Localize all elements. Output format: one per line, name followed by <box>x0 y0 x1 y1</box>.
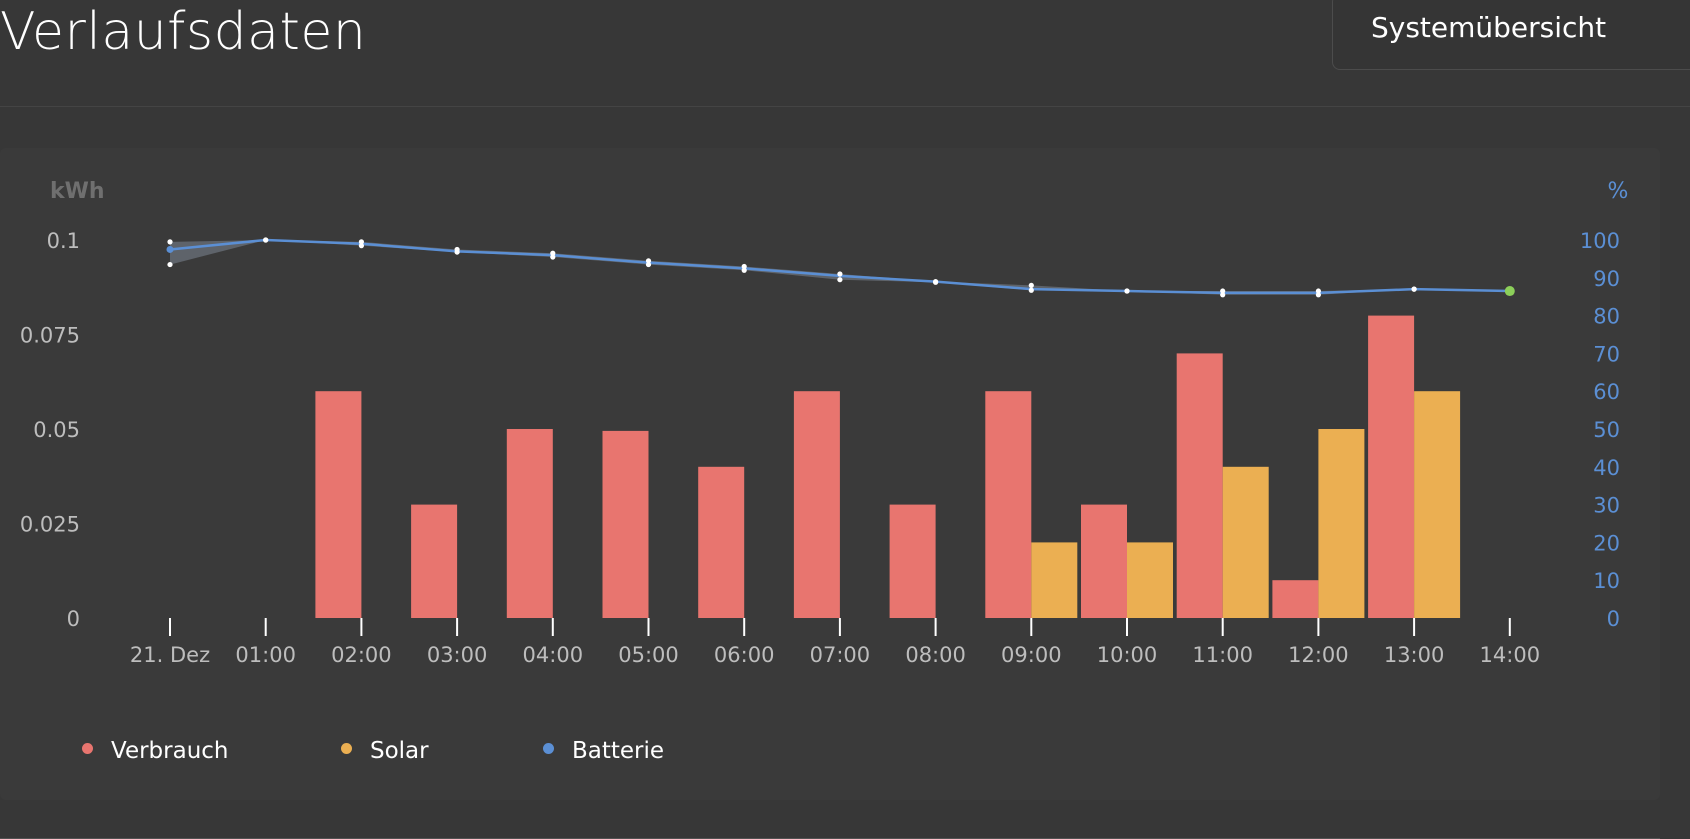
battery-max-point <box>358 239 364 245</box>
y-right-unit: % <box>1608 179 1629 204</box>
bar-solar <box>1318 429 1365 618</box>
y-left-tick-label: 0.075 <box>20 324 80 348</box>
battery-min-point <box>1315 292 1321 298</box>
legend-dot-solar <box>341 743 352 754</box>
battery-max-point <box>645 258 652 264</box>
battery-max-point <box>837 271 843 277</box>
x-tick-label: 21. Dez <box>130 643 210 667</box>
y-right-tick-label: 10 <box>1593 569 1620 593</box>
battery-max-point <box>1028 282 1034 288</box>
bar-verbrauch <box>1081 504 1127 618</box>
battery-min-point <box>263 237 269 243</box>
battery-max-point <box>1315 288 1321 294</box>
x-tick-label: 06:00 <box>714 643 775 667</box>
y-right-tick-label: 20 <box>1593 531 1620 555</box>
bar-verbrauch <box>411 504 458 618</box>
x-tick-label: 09:00 <box>1001 643 1062 667</box>
legend-label-batterie: Batterie <box>572 738 665 764</box>
x-tick-label: 11:00 <box>1192 643 1253 667</box>
bar-verbrauch <box>889 504 936 618</box>
legend-item-verbrauch[interactable]: Verbrauch <box>82 738 229 764</box>
bar-solar <box>1222 466 1269 618</box>
battery-min-point <box>1124 288 1130 294</box>
battery-min-point <box>1220 292 1226 298</box>
battery-max-point <box>741 263 747 270</box>
y-left-tick-label: 0.05 <box>33 418 80 442</box>
battery-min-point <box>933 279 939 285</box>
battery-range-band <box>170 240 1510 295</box>
y-right-tick-label: 80 <box>1593 305 1620 329</box>
y-right-tick-label: 60 <box>1593 380 1620 404</box>
bar-verbrauch <box>1272 580 1319 618</box>
y-left-unit: kWh <box>50 179 105 204</box>
y-right-tick-label: 70 <box>1593 342 1620 366</box>
bar-verbrauch <box>1368 315 1415 618</box>
battery-point <box>166 245 174 253</box>
battery-max-point <box>167 239 173 245</box>
battery-min-point <box>837 277 843 283</box>
y-right-tick-label: 30 <box>1593 494 1620 518</box>
battery-min-point <box>1028 287 1034 293</box>
bar-verbrauch <box>985 391 1032 618</box>
legend-item-solar[interactable]: Solar <box>341 738 429 764</box>
battery-max-point <box>1220 288 1226 294</box>
legend-dot-verbrauch <box>82 743 93 754</box>
x-tick-label: 01:00 <box>235 643 296 667</box>
system-overview-button[interactable]: Systemübersicht <box>1332 0 1690 70</box>
battery-min-point <box>454 249 460 255</box>
x-tick-label: 14:00 <box>1480 643 1541 667</box>
battery-min-point <box>1411 286 1417 292</box>
x-tick-label: 05:00 <box>618 643 679 667</box>
bar-solar <box>1127 542 1173 618</box>
bar-verbrauch <box>602 430 649 618</box>
battery-min-point <box>550 254 556 260</box>
battery-max-point <box>550 250 556 256</box>
page-title: Verlaufsdaten <box>0 2 367 62</box>
x-tick-label: 07:00 <box>810 643 871 667</box>
y-right-tick-label: 40 <box>1593 456 1620 480</box>
bar-solar <box>1031 542 1078 618</box>
history-chart[interactable]: kWh % 0 0.025 0.05 0.075 0.1 0 10 20 30 40 50 60 70 80 9… <box>0 148 1660 800</box>
x-tick-label: 12:00 <box>1288 643 1349 667</box>
bar-verbrauch <box>698 466 745 618</box>
bar-verbrauch <box>315 391 362 618</box>
y-right-tick-label: 100 <box>1580 229 1620 253</box>
x-tick-label: 08:00 <box>905 643 966 667</box>
x-tick-label: 02:00 <box>331 643 392 667</box>
legend-item-batterie[interactable]: Batterie <box>543 738 664 764</box>
battery-min-point <box>741 267 747 273</box>
battery-min-point <box>358 243 364 249</box>
y-right-tick-label: 50 <box>1593 418 1620 442</box>
header-divider <box>0 106 1690 107</box>
legend-label-solar: Solar <box>370 738 429 764</box>
x-tick-label: 10:00 <box>1097 643 1158 667</box>
y-left-tick-label: 0.025 <box>20 513 80 537</box>
x-tick-label: 04:00 <box>523 643 584 667</box>
y-left-tick-label: 0.1 <box>47 229 80 253</box>
battery-current-point <box>1504 286 1515 297</box>
bar-solar <box>1414 391 1461 618</box>
battery-min-point <box>645 261 652 268</box>
y-right-tick-label: 90 <box>1593 267 1620 291</box>
bar-verbrauch <box>793 391 840 618</box>
legend-dot-batterie <box>543 743 554 754</box>
y-right-tick-label: 0 <box>1607 607 1620 631</box>
battery-line <box>169 238 1510 295</box>
battery-min-point <box>167 261 173 268</box>
bar-verbrauch <box>506 429 553 618</box>
x-tick-label: 13:00 <box>1384 643 1445 667</box>
bar-verbrauch <box>1176 353 1223 618</box>
y-left-tick-label: 0 <box>67 607 80 631</box>
chart-panel: kWh% 0 0.025 0.05 0.075 0.1 0 10 20 30 40 50 60 70 80 9… <box>0 148 1660 839</box>
x-tick-label: 03:00 <box>427 643 488 667</box>
legend-label-verbrauch: Verbrauch <box>111 738 229 764</box>
